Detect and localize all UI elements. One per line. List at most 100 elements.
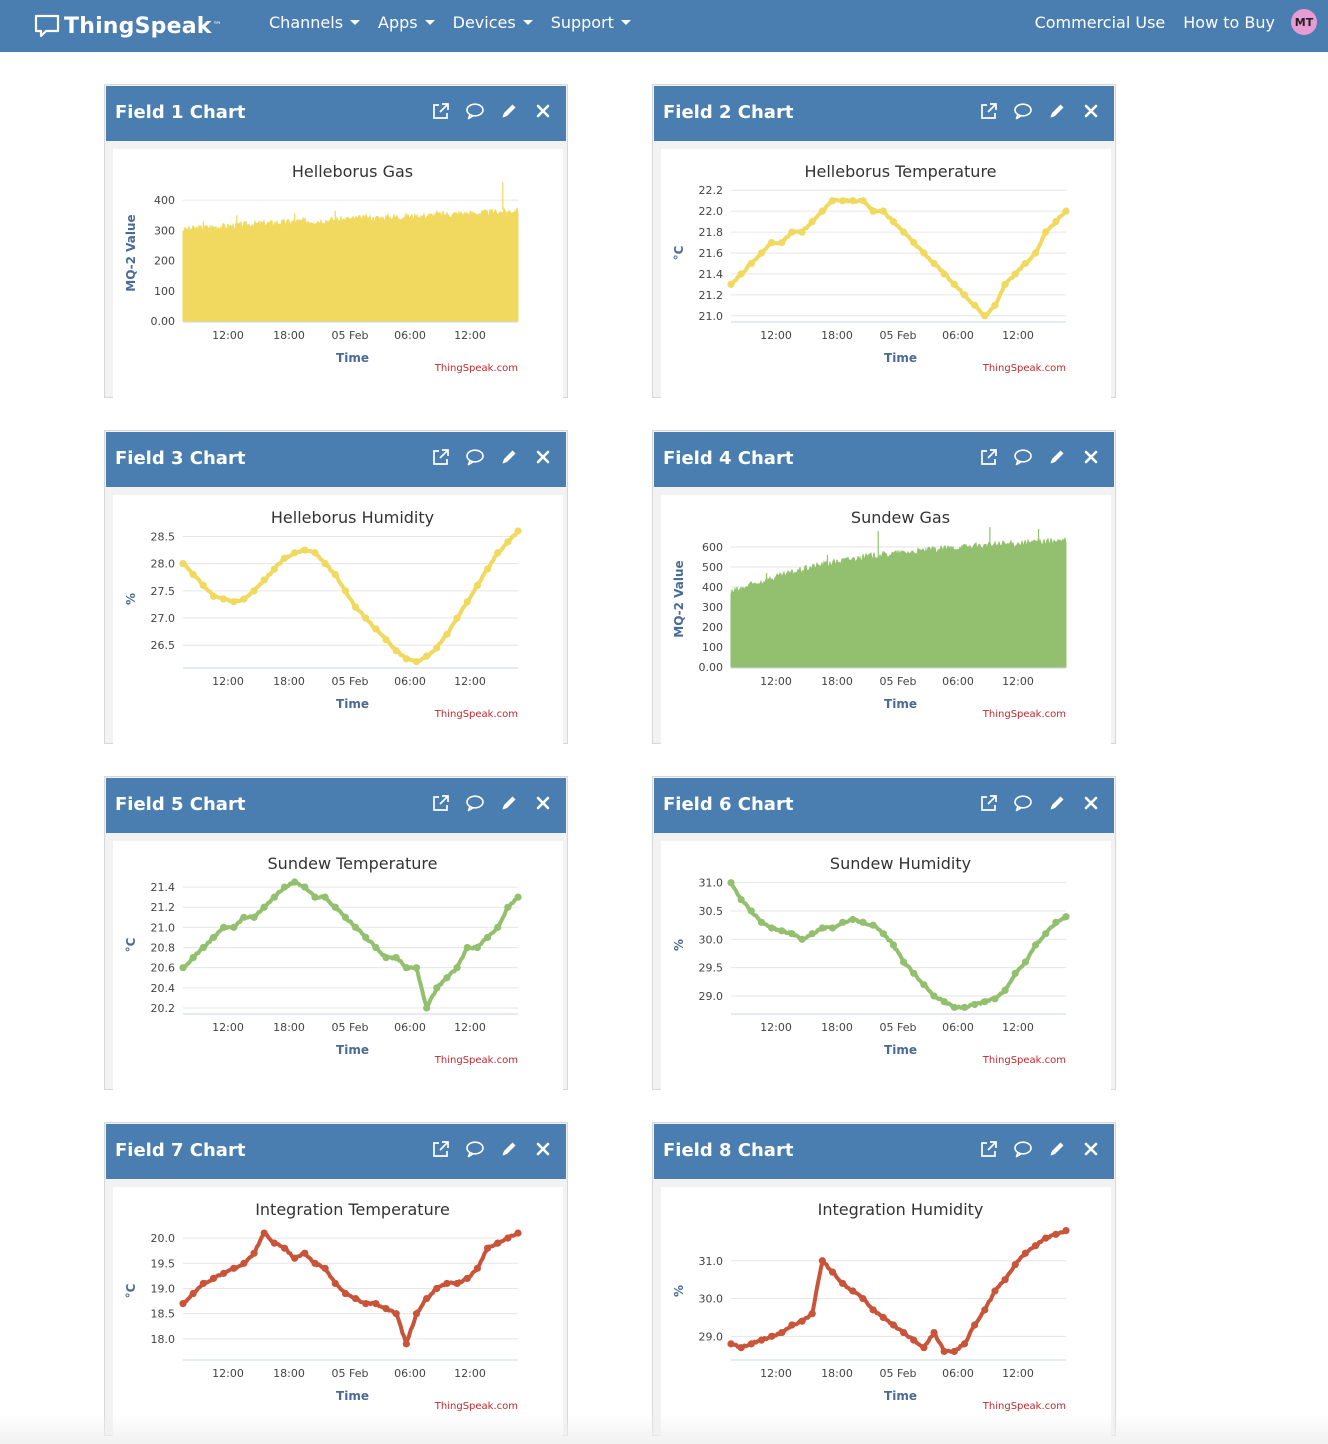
open-external-button[interactable] — [430, 446, 452, 468]
open-external-button[interactable] — [978, 792, 1000, 814]
y-tick-label: 26.5 — [151, 639, 176, 652]
data-point — [220, 595, 228, 603]
commercial-use-link[interactable]: Commercial Use — [1034, 12, 1166, 32]
comment-button[interactable] — [1012, 100, 1034, 122]
how-to-buy-link[interactable]: How to Buy — [1183, 12, 1275, 32]
open-external-button[interactable] — [430, 792, 452, 814]
data-point — [991, 1287, 999, 1295]
data-point — [270, 565, 278, 573]
thingspeak-credit-link[interactable]: ThingSpeak.com — [982, 709, 1066, 720]
comment-button[interactable] — [1012, 792, 1034, 814]
edit-button[interactable] — [1046, 1138, 1068, 1160]
comment-button[interactable] — [1012, 1138, 1034, 1160]
data-point — [453, 964, 461, 972]
data-point — [514, 1229, 522, 1237]
close-widget-button[interactable] — [1080, 446, 1102, 468]
user-avatar[interactable]: MT — [1291, 9, 1317, 35]
pencil-icon — [1050, 1142, 1064, 1156]
comment-button[interactable] — [1012, 446, 1034, 468]
chart-frame: Sundew Gas 0.00 100 200 300 400 500 600 12:00 18:… — [661, 495, 1111, 745]
top-navbar: ThingSpeak ™ Channels Apps Devices Suppo… — [0, 0, 1328, 52]
data-point — [179, 1299, 187, 1308]
close-widget-button[interactable] — [532, 100, 554, 122]
data-point — [859, 918, 867, 926]
comment-button[interactable] — [464, 792, 486, 814]
data-point — [250, 1249, 258, 1257]
external-link-icon — [433, 103, 449, 119]
edit-button[interactable] — [498, 1138, 520, 1160]
thingspeak-credit-link[interactable]: ThingSpeak.com — [982, 1401, 1066, 1412]
chart-frame: Helleborus Gas 0.00 100 200 300 400 12:00 18:00… — [113, 149, 563, 399]
open-external-button[interactable] — [430, 1138, 452, 1160]
menu-devices[interactable]: Devices — [453, 13, 533, 32]
thingspeak-credit-link[interactable]: ThingSpeak.com — [434, 1401, 518, 1412]
y-tick-label: 28.0 — [151, 558, 176, 571]
x-tick-label: 12:00 — [760, 329, 792, 342]
comment-button[interactable] — [464, 1138, 486, 1160]
data-point — [1062, 207, 1070, 215]
menu-channels[interactable]: Channels — [269, 13, 361, 32]
close-icon — [1084, 104, 1098, 118]
thingspeak-credit-link[interactable]: ThingSpeak.com — [434, 363, 518, 374]
thingspeak-credit-link[interactable]: ThingSpeak.com — [982, 1055, 1066, 1066]
open-external-button[interactable] — [978, 446, 1000, 468]
y-tick-label: 400 — [154, 194, 175, 207]
thingspeak-credit-link[interactable]: ThingSpeak.com — [434, 709, 518, 720]
thingspeak-credit-link[interactable]: ThingSpeak.com — [982, 363, 1066, 374]
y-tick-label: 200 — [154, 255, 175, 268]
menu-apps[interactable]: Apps — [378, 13, 435, 32]
comment-button[interactable] — [464, 100, 486, 122]
menu-support[interactable]: Support — [551, 13, 631, 32]
y-tick-label: 27.0 — [151, 612, 176, 625]
close-widget-button[interactable] — [1080, 1138, 1102, 1160]
x-tick-label: 06:00 — [394, 675, 426, 688]
menu-devices-label: Devices — [452, 12, 516, 32]
data-point — [392, 1310, 400, 1318]
data-point — [1001, 986, 1009, 994]
data-point — [1031, 1242, 1040, 1250]
thingspeak-credit-link[interactable]: ThingSpeak.com — [434, 1055, 518, 1066]
data-point — [869, 1306, 877, 1314]
external-link-icon — [433, 1141, 449, 1157]
data-point — [494, 923, 502, 931]
close-widget-button[interactable] — [1080, 792, 1102, 814]
x-tick-label: 12:00 — [212, 329, 244, 342]
close-widget-button[interactable] — [1080, 100, 1102, 122]
x-tick-label: 05 Feb — [332, 675, 369, 688]
pencil-icon — [502, 450, 516, 464]
close-widget-button[interactable] — [532, 792, 554, 814]
data-point — [991, 301, 999, 309]
data-point — [392, 953, 400, 962]
data-point — [362, 614, 370, 622]
chart-svg: Helleborus Humidity 26.5 27.0 27.5 28.0 28.5 1… — [124, 508, 522, 720]
x-tick-label: 12:00 — [212, 1021, 244, 1034]
x-tick-label: 05 Feb — [332, 1021, 369, 1034]
open-external-button[interactable] — [978, 1138, 1000, 1160]
data-point — [260, 576, 268, 584]
data-point — [960, 1003, 969, 1011]
y-tick-label: 21.8 — [699, 226, 724, 239]
comment-button[interactable] — [464, 446, 486, 468]
data-point — [362, 933, 370, 942]
edit-button[interactable] — [1046, 446, 1068, 468]
open-external-button[interactable] — [978, 100, 1000, 122]
data-point — [849, 915, 857, 924]
data-point — [291, 549, 299, 557]
data-point — [331, 570, 339, 579]
x-tick-label: 06:00 — [394, 1021, 426, 1034]
data-point — [230, 1264, 238, 1272]
widget-title: Field 2 Chart — [663, 102, 794, 123]
brand-logo[interactable]: ThingSpeak ™ — [34, 10, 222, 42]
y-tick-label: 21.2 — [151, 901, 176, 914]
close-widget-button[interactable] — [532, 446, 554, 468]
edit-button[interactable] — [1046, 100, 1068, 122]
edit-button[interactable] — [498, 446, 520, 468]
edit-button[interactable] — [498, 100, 520, 122]
edit-button[interactable] — [1046, 792, 1068, 814]
x-tick-label: 12:00 — [1002, 329, 1034, 342]
x-tick-label: 06:00 — [394, 1367, 426, 1380]
y-tick-label: 28.5 — [151, 530, 176, 543]
close-widget-button[interactable] — [532, 1138, 554, 1160]
edit-button[interactable] — [498, 792, 520, 814]
open-external-button[interactable] — [430, 100, 452, 122]
